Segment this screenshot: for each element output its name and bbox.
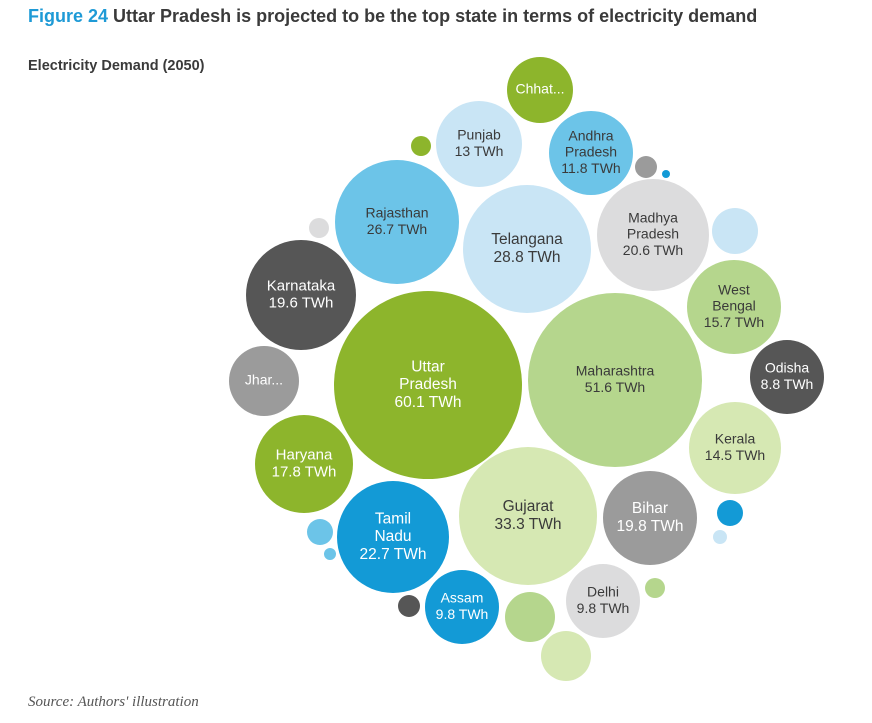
label-line-assam-0: Assam	[441, 590, 484, 606]
label-line-madhya-pradesh-0: Madhya	[628, 210, 678, 226]
label-uttar-pradesh: Uttar Pradesh 60.1 TWh	[395, 358, 462, 411]
label-line-madhya-pradesh-2: 20.6 TWh	[623, 242, 683, 258]
bubble-unlabeled-19	[712, 208, 758, 254]
label-line-odisha-0: Odisha	[765, 360, 810, 376]
label-line-kerala-0: Kerala	[715, 431, 756, 447]
bubble-gujarat	[459, 447, 597, 585]
label-line-bihar-0: Bihar	[632, 500, 668, 517]
label-assam: Assam 9.8 TWh	[436, 590, 489, 622]
label-line-punjab-1: 13 TWh	[455, 143, 504, 159]
bubble-unlabeled-26	[411, 136, 431, 156]
bubble-odisha	[750, 340, 824, 414]
bubble-chhat	[507, 57, 573, 123]
label-line-odisha-1: 8.8 TWh	[761, 376, 814, 392]
label-line-telangana-1: 28.8 TWh	[494, 249, 561, 266]
label-line-tamil-nadu-0: Tamil	[375, 510, 411, 527]
bubble-jhar	[229, 346, 299, 416]
bubble-maharashtra	[528, 293, 702, 467]
label-jhar: Jhar...	[245, 372, 283, 388]
label-line-west-bengal-0: West	[718, 282, 750, 298]
label-delhi: Delhi 9.8 TWh	[577, 584, 630, 616]
label-gujarat: Gujarat 33.3 TWh	[495, 498, 562, 533]
bubble-assam	[425, 570, 499, 644]
bubble-unlabeled-27	[309, 218, 329, 238]
bubble-telangana	[463, 185, 591, 313]
bubble-tamil-nadu	[337, 481, 449, 593]
bubble-unlabeled-21	[541, 631, 591, 681]
bubble-unlabeled-29	[324, 548, 336, 560]
label-andhra-pradesh: Andhra Pradesh 11.8 TWh	[561, 128, 620, 176]
label-rajasthan: Rajasthan 26.7 TWh	[365, 205, 428, 237]
label-line-delhi-0: Delhi	[587, 584, 619, 600]
bubble-bihar	[603, 471, 697, 565]
label-kerala: Kerala 14.5 TWh	[705, 431, 765, 463]
label-line-kerala-1: 14.5 TWh	[705, 447, 765, 463]
label-line-uttar-pradesh-2: 60.1 TWh	[395, 394, 462, 411]
label-line-chhat-0: Chhat...	[515, 81, 564, 97]
bubble-unlabeled-28	[398, 595, 420, 617]
label-line-punjab-0: Punjab	[457, 127, 501, 143]
label-telangana: Telangana 28.8 TWh	[491, 231, 563, 266]
chart-subtitle: Electricity Demand (2050)	[28, 58, 205, 74]
bubble-uttar-pradesh	[334, 291, 522, 479]
bubble-unlabeled-25	[635, 156, 657, 178]
bubble-rajasthan	[335, 160, 459, 284]
label-line-west-bengal-2: 15.7 TWh	[704, 314, 764, 330]
label-line-bihar-1: 19.8 TWh	[617, 518, 684, 535]
label-line-tamil-nadu-2: 22.7 TWh	[360, 546, 427, 563]
label-line-tamil-nadu-1: Nadu	[374, 528, 411, 545]
label-line-gujarat-1: 33.3 TWh	[495, 516, 562, 533]
label-line-uttar-pradesh-0: Uttar	[411, 358, 445, 375]
label-line-rajasthan-1: 26.7 TWh	[367, 221, 427, 237]
label-line-jhar-0: Jhar...	[245, 372, 283, 388]
bubble-unlabeled-31	[662, 170, 670, 178]
label-line-assam-1: 9.8 TWh	[436, 606, 489, 622]
bubble-punjab	[436, 101, 522, 187]
bubble-unlabeled-20	[505, 592, 555, 642]
figure-title: Figure 24 Uttar Pradesh is projected to …	[28, 6, 757, 27]
bubble-unlabeled-23	[717, 500, 743, 526]
label-line-gujarat-0: Gujarat	[503, 498, 555, 515]
label-karnataka: Karnataka 19.6 TWh	[267, 277, 336, 311]
bubble-west-bengal	[687, 260, 781, 354]
label-line-maharashtra-0: Maharashtra	[576, 363, 655, 379]
label-line-andhra-pradesh-2: 11.8 TWh	[561, 160, 620, 176]
label-line-andhra-pradesh-1: Pradesh	[565, 144, 617, 160]
label-haryana: Haryana 17.8 TWh	[272, 446, 337, 480]
label-tamil-nadu: Tamil Nadu 22.7 TWh	[360, 510, 427, 563]
bubble-kerala	[689, 402, 781, 494]
label-line-delhi-1: 9.8 TWh	[577, 600, 630, 616]
label-line-karnataka-0: Karnataka	[267, 277, 336, 294]
bubble-unlabeled-22	[307, 519, 333, 545]
label-line-uttar-pradesh-1: Pradesh	[399, 376, 457, 393]
bubble-unlabeled-24	[645, 578, 665, 598]
figure-title-text: Uttar Pradesh is projected to be the top…	[113, 6, 758, 26]
label-madhya-pradesh: Madhya Pradesh 20.6 TWh	[623, 210, 683, 258]
source-note: Source: Authors' illustration	[28, 694, 199, 710]
bubble-madhya-pradesh	[597, 179, 709, 291]
label-line-madhya-pradesh-1: Pradesh	[627, 226, 679, 242]
label-line-haryana-1: 17.8 TWh	[272, 464, 337, 481]
label-line-west-bengal-1: Bengal	[712, 298, 756, 314]
bubble-delhi	[566, 564, 640, 638]
bubble-karnataka	[246, 240, 356, 350]
label-line-maharashtra-1: 51.6 TWh	[585, 379, 645, 395]
label-odisha: Odisha 8.8 TWh	[761, 360, 814, 392]
label-line-karnataka-1: 19.6 TWh	[269, 295, 334, 312]
label-maharashtra: Maharashtra 51.6 TWh	[576, 363, 655, 395]
label-line-haryana-0: Haryana	[276, 446, 333, 463]
label-west-bengal: West Bengal 15.7 TWh	[704, 282, 764, 330]
label-bihar: Bihar 19.8 TWh	[617, 500, 684, 535]
label-line-andhra-pradesh-0: Andhra	[568, 128, 613, 144]
bubble-unlabeled-30	[713, 530, 727, 544]
label-line-telangana-0: Telangana	[491, 231, 563, 248]
label-chhat: Chhat...	[515, 81, 564, 97]
figure-number: Figure 24	[28, 6, 109, 26]
label-line-rajasthan-0: Rajasthan	[365, 205, 428, 221]
label-punjab: Punjab 13 TWh	[455, 127, 504, 159]
bubble-haryana	[255, 415, 353, 513]
bubble-andhra-pradesh	[549, 111, 633, 195]
